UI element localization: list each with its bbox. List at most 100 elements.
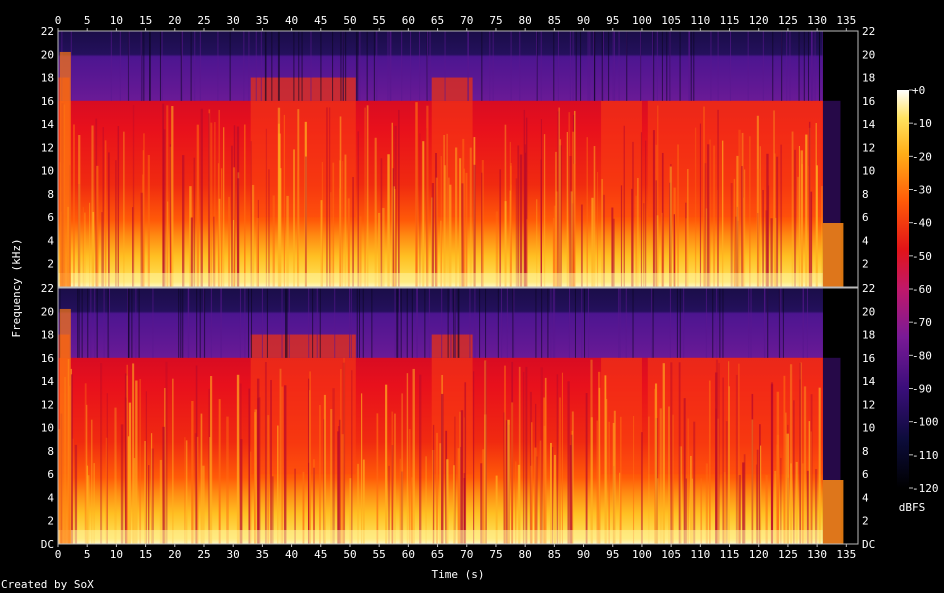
x-tick-label-top: 65 [431, 14, 444, 27]
high-band-streak [203, 288, 205, 358]
spectral-streak [756, 115, 759, 287]
x-tick-label-top: 25 [197, 14, 210, 27]
spectral-streak [473, 164, 476, 287]
spectral-streak [480, 463, 483, 544]
spectral-streak [569, 156, 572, 287]
loud-section [250, 100, 356, 218]
x-tick-label-bottom: 60 [402, 548, 415, 561]
spectral-streak [344, 154, 347, 287]
y-tick-label-right: 18 [862, 329, 875, 342]
high-band-streak [569, 31, 571, 101]
spectral-streak [606, 399, 608, 544]
spectral-streak [522, 371, 525, 544]
spectral-streak [256, 218, 259, 287]
spectral-streak [70, 374, 73, 544]
spectral-streak [736, 155, 739, 287]
spectral-streak [679, 446, 682, 544]
x-tick-label-bottom: 130 [807, 548, 827, 561]
spectral-streak [585, 393, 588, 544]
high-band-streak [416, 288, 418, 358]
high-band-streak [319, 288, 321, 358]
x-tick-label-top: 85 [548, 14, 561, 27]
high-band-streak [705, 288, 707, 358]
spectral-streak [536, 199, 538, 287]
x-tick-label-top: 95 [606, 14, 619, 27]
high-band-streak [601, 31, 603, 101]
high-band-streak [320, 31, 322, 101]
spectral-streak [770, 384, 774, 544]
spectral-streak [661, 212, 663, 287]
spectral-streak [774, 470, 777, 544]
spectral-streak [570, 434, 573, 544]
spectral-streak [757, 212, 759, 287]
spectral-streak [411, 477, 413, 544]
high-band-streak [286, 288, 288, 358]
colorbar-tick-label: +0 [912, 84, 925, 97]
y-tick-label-right: 18 [862, 72, 875, 85]
spectral-streak [525, 117, 528, 288]
spectral-streak [596, 420, 598, 544]
x-tick-label-bottom: 10 [110, 548, 123, 561]
high-band-streak [454, 288, 456, 358]
spectral-streak [543, 397, 546, 544]
spectral-streak [248, 388, 251, 544]
high-band-streak [141, 31, 143, 101]
high-band-streak [782, 288, 784, 358]
spectral-streak [213, 122, 216, 287]
spectral-streak [218, 198, 221, 287]
high-band-streak [626, 31, 628, 101]
spectral-streak [461, 183, 464, 287]
spectral-streak [590, 417, 593, 544]
spectral-streak [743, 454, 746, 544]
spectral-streak [408, 429, 411, 544]
spectral-streak [561, 372, 563, 544]
high-band-streak [159, 31, 161, 101]
spectral-streak [277, 425, 279, 544]
high-band-streak [127, 31, 129, 101]
high-band-streak [358, 288, 360, 358]
x-tick-label-bottom: 135 [836, 548, 856, 561]
spectral-streak [776, 156, 779, 287]
spectral-streak [794, 149, 797, 287]
spectral-streak [601, 178, 603, 287]
high-band-streak [778, 288, 780, 358]
spectral-streak [573, 163, 576, 287]
high-band-streak [429, 31, 431, 101]
high-band-streak [588, 288, 590, 358]
spectral-streak [105, 437, 108, 544]
spectral-streak [510, 165, 512, 287]
spectral-streak [388, 465, 390, 544]
spectral-streak [656, 215, 659, 287]
spectral-streak [210, 122, 213, 288]
spectral-streak [597, 172, 599, 287]
spectral-streak [364, 107, 366, 287]
spectral-streak [556, 374, 559, 544]
y-tick-label-left: 6 [47, 468, 54, 481]
high-band-streak [217, 31, 219, 101]
spectral-streak [728, 386, 730, 544]
x-tick-label-bottom: 125 [778, 548, 798, 561]
spectral-streak [147, 465, 150, 544]
spectral-streak [448, 177, 450, 287]
spectral-streak [378, 212, 381, 287]
y-tick-label-left: 20 [41, 305, 54, 318]
high-band-streak [308, 288, 310, 358]
spectral-streak [279, 168, 282, 287]
high-band-streak [255, 31, 257, 101]
y-tick-label-left: 4 [47, 234, 54, 247]
spectral-streak [645, 140, 647, 287]
spectral-streak [101, 212, 103, 287]
x-tick-label-top: 15 [139, 14, 152, 27]
y-tick-label-right: 12 [862, 398, 875, 411]
spectral-streak [593, 146, 596, 287]
spectral-streak [100, 363, 103, 544]
spectral-streak [277, 123, 280, 287]
spectral-streak [721, 140, 724, 287]
spectral-streak [277, 107, 281, 287]
spectral-streak [803, 386, 807, 544]
spectral-streak [96, 165, 99, 287]
spectral-streak [661, 152, 664, 287]
high-band-streak [803, 31, 805, 101]
spectral-streak [104, 140, 107, 287]
